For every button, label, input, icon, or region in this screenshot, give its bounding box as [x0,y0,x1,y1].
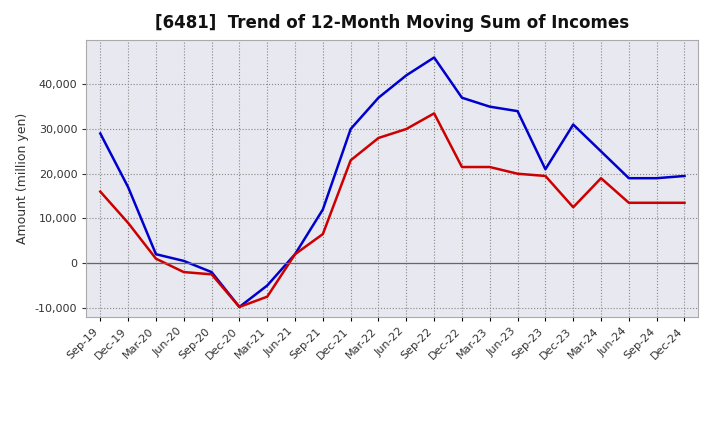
Ordinary Income [513,109,522,114]
Net Income [430,111,438,116]
Net Income [207,271,216,277]
Ordinary Income [179,258,188,264]
Net Income [541,173,550,179]
Net Income [263,294,271,299]
Net Income [597,176,606,181]
Net Income [680,200,689,205]
Net Income [374,136,383,141]
Ordinary Income [207,269,216,275]
Ordinary Income [263,283,271,288]
Ordinary Income [541,167,550,172]
Net Income [402,126,410,132]
Ordinary Income [152,252,161,257]
Net Income [485,165,494,170]
Ordinary Income [485,104,494,109]
Line: Net Income: Net Income [100,114,685,307]
Ordinary Income [374,95,383,100]
Title: [6481]  Trend of 12-Month Moving Sum of Incomes: [6481] Trend of 12-Month Moving Sum of I… [156,15,629,33]
Ordinary Income [318,207,327,212]
Net Income [513,171,522,176]
Ordinary Income [458,95,467,100]
Y-axis label: Amount (million yen): Amount (million yen) [17,113,30,244]
Net Income [652,200,661,205]
Net Income [179,269,188,275]
Net Income [124,220,132,226]
Ordinary Income [569,122,577,127]
Ordinary Income [597,149,606,154]
Ordinary Income [680,173,689,179]
Net Income [624,200,633,205]
Ordinary Income [652,176,661,181]
Ordinary Income [346,126,355,132]
Ordinary Income [291,252,300,257]
Net Income [318,231,327,237]
Net Income [291,252,300,257]
Line: Ordinary Income: Ordinary Income [100,58,685,307]
Ordinary Income [402,73,410,78]
Net Income [96,189,104,194]
Net Income [235,304,243,310]
Ordinary Income [96,131,104,136]
Net Income [569,205,577,210]
Net Income [458,165,467,170]
Ordinary Income [624,176,633,181]
Ordinary Income [430,55,438,60]
Ordinary Income [235,304,243,310]
Net Income [346,158,355,163]
Net Income [152,256,161,261]
Ordinary Income [124,184,132,190]
